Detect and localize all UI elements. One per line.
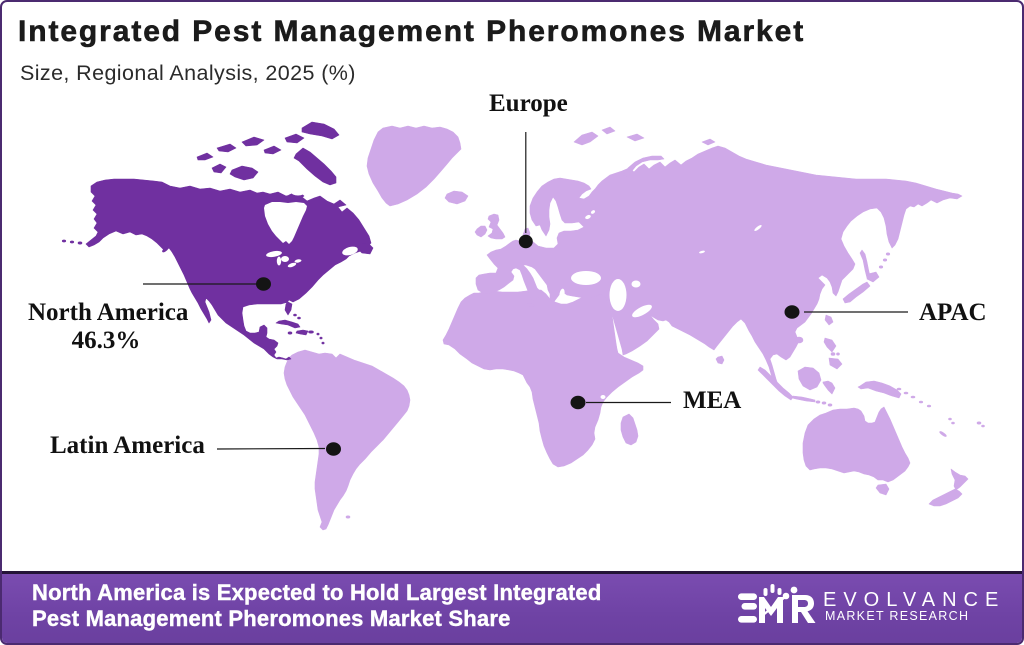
svg-text:EVOLVANCE: EVOLVANCE	[823, 589, 1005, 611]
svg-text:MARKET RESEARCH: MARKET RESEARCH	[825, 609, 969, 623]
